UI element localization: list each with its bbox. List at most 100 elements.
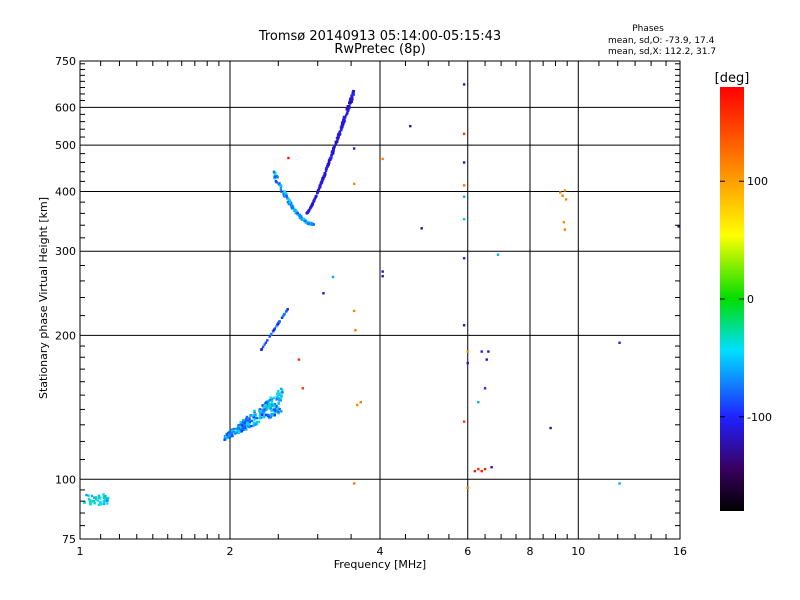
data-point (99, 501, 102, 504)
data-point (320, 181, 324, 184)
data-point (480, 350, 483, 353)
data-point (90, 494, 94, 498)
data-point (485, 358, 488, 361)
data-point (334, 142, 337, 146)
data-point (265, 406, 268, 409)
data-point (248, 419, 251, 422)
data-point (462, 161, 466, 164)
data-point (340, 127, 343, 131)
data-point (477, 467, 480, 471)
data-point (258, 411, 262, 414)
data-point (243, 421, 247, 424)
data-point (104, 499, 107, 503)
data-point (106, 502, 109, 505)
data-point (92, 499, 96, 503)
data-point (232, 427, 236, 431)
data-point (348, 104, 351, 108)
y-tick-label: 75 (62, 533, 76, 546)
data-point (277, 321, 281, 324)
data-point (85, 493, 88, 497)
y-axis-label: Stationary phase Virtual Height [km] (37, 197, 50, 399)
data-point (274, 173, 277, 176)
data-point (275, 409, 278, 412)
data-point (280, 190, 283, 193)
data-point (262, 405, 266, 409)
data-point (248, 417, 251, 420)
data-point (308, 208, 311, 211)
data-point (268, 398, 272, 402)
data-point (273, 177, 276, 180)
data-point (326, 163, 330, 166)
data-point (349, 100, 352, 104)
data-point (264, 408, 268, 411)
data-point (352, 309, 356, 313)
data-point (98, 496, 102, 500)
data-point (255, 420, 258, 424)
data-point (352, 147, 356, 150)
data-point (230, 431, 234, 434)
data-point (254, 413, 257, 416)
data-point (270, 398, 274, 401)
data-point (107, 496, 110, 500)
data-point (327, 159, 331, 163)
data-point (333, 145, 336, 148)
data-point (346, 109, 350, 113)
data-point (234, 427, 237, 431)
data-point (277, 389, 280, 393)
colorbar-tick-label: -100 (747, 411, 772, 424)
data-point (314, 194, 318, 198)
data-point (243, 422, 246, 425)
data-point (352, 482, 356, 485)
data-point (280, 316, 284, 319)
data-point (269, 333, 273, 336)
data-point (253, 423, 257, 426)
data-point (287, 156, 290, 160)
data-point (345, 113, 348, 117)
data-point (490, 465, 493, 469)
data-point (258, 417, 261, 420)
colorbar-unit-label: [deg] (715, 71, 750, 86)
data-point (247, 423, 251, 426)
data-point (250, 419, 254, 423)
data-point (266, 402, 269, 405)
data-point (265, 401, 268, 404)
data-point (282, 314, 285, 317)
data-point (348, 106, 351, 109)
data-point (462, 218, 466, 221)
data-point (462, 132, 466, 136)
data-point (258, 414, 262, 417)
data-point (304, 219, 307, 223)
data-point (225, 433, 229, 436)
data-point (296, 211, 299, 215)
data-point (236, 431, 239, 434)
data-point (284, 310, 288, 313)
data-point (228, 430, 231, 434)
data-point (313, 197, 317, 200)
data-point (306, 222, 309, 225)
data-point (272, 328, 276, 332)
data-point (312, 200, 315, 203)
data-point (342, 119, 345, 122)
chart-title-line2: RwPretec (8p) (334, 42, 425, 57)
data-point (330, 154, 333, 157)
data-point (307, 210, 310, 213)
data-point (260, 413, 264, 416)
data-point (334, 140, 338, 144)
data-point (270, 414, 273, 418)
data-point (301, 387, 305, 390)
data-point (95, 497, 98, 500)
x-tick-label: 4 (377, 545, 384, 558)
data-point (480, 469, 483, 473)
data-point (263, 343, 266, 346)
data-point (236, 428, 239, 432)
data-point (267, 406, 270, 410)
data-point (102, 493, 105, 496)
data-point (91, 500, 94, 503)
data-point (346, 105, 349, 108)
data-point (103, 502, 106, 505)
data-point (420, 227, 423, 230)
data-point (276, 407, 279, 411)
data-point (239, 420, 242, 424)
data-point (228, 434, 231, 438)
data-point (293, 207, 296, 211)
